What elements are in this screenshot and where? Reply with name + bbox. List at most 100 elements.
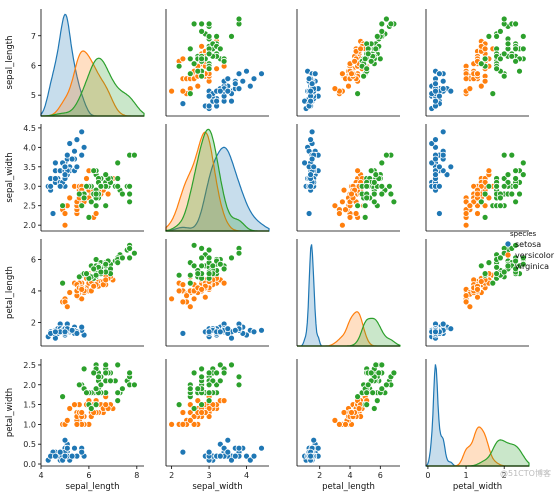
x-tick-label: 1 [464, 471, 469, 480]
point-virginica [390, 369, 398, 377]
point-versicolor [220, 279, 228, 287]
point-virginica [59, 202, 66, 210]
point-setosa [432, 155, 439, 163]
legend-label-versicolor: versicolor [515, 251, 555, 260]
x-tick-label: 6 [378, 471, 383, 480]
point-setosa [52, 452, 59, 460]
point-virginica [198, 27, 206, 35]
point-versicolor [340, 186, 348, 194]
y-tick-label: 0.5 [23, 440, 36, 449]
point-virginica [512, 20, 519, 28]
point-setosa [205, 102, 213, 110]
point-setosa [239, 77, 247, 85]
point-setosa [68, 452, 76, 460]
point-versicolor [345, 82, 352, 90]
point-setosa [435, 163, 443, 171]
point-virginica [80, 365, 88, 373]
point-virginica [114, 175, 122, 182]
point-virginica [198, 262, 206, 270]
point-versicolor [179, 87, 187, 95]
point-setosa [78, 151, 86, 159]
point-virginica [372, 45, 380, 53]
point-virginica [126, 244, 134, 252]
x-tick-label: 2 [169, 471, 174, 480]
point-versicolor [335, 420, 343, 428]
point-virginica [102, 171, 110, 179]
point-virginica [87, 198, 95, 206]
point-virginica [186, 90, 194, 97]
point-versicolor [213, 65, 221, 73]
point-setosa [435, 92, 443, 100]
point-setosa [310, 436, 318, 444]
point-setosa [179, 100, 187, 107]
point-versicolor [335, 210, 343, 217]
point-virginica [194, 67, 202, 75]
point-virginica [363, 65, 371, 73]
point-virginica [190, 60, 198, 68]
point-virginica [186, 279, 194, 287]
point-virginica [387, 20, 395, 28]
point-setosa [243, 67, 250, 75]
point-virginica [130, 151, 138, 159]
point-setosa [305, 75, 313, 83]
point-virginica [175, 401, 183, 409]
point-virginica [481, 270, 489, 278]
point-virginica [500, 15, 508, 23]
point-virginica [83, 389, 90, 397]
point-virginica [496, 254, 504, 262]
point-virginica [216, 45, 224, 53]
point-virginica [512, 241, 519, 249]
point-versicolor [104, 190, 112, 198]
point-virginica [500, 151, 508, 159]
point-virginica [59, 279, 66, 287]
point-versicolor [90, 282, 98, 290]
point-virginica [519, 260, 527, 268]
point-virginica [361, 213, 369, 221]
point-virginica [493, 65, 501, 73]
point-setosa [439, 85, 447, 92]
point-virginica [198, 401, 206, 409]
point-virginica [519, 171, 527, 179]
point-virginica [186, 55, 194, 63]
point-setosa [305, 210, 313, 217]
point-versicolor [71, 401, 78, 409]
point-setosa [307, 97, 315, 105]
y-tick-label: 2.5 [23, 202, 36, 211]
point-versicolor [175, 287, 183, 295]
point-virginica [378, 27, 386, 35]
y-tick-label: 4.5 [23, 124, 36, 133]
point-versicolor [198, 285, 206, 293]
x-tick-label: 4 [347, 471, 352, 480]
point-versicolor [186, 303, 194, 311]
legend-marker-versicolor [504, 251, 512, 259]
point-virginica [363, 401, 371, 409]
point-virginica [90, 265, 98, 273]
point-virginica [59, 393, 66, 401]
point-versicolor [331, 85, 339, 92]
point-setosa [68, 155, 76, 163]
point-virginica [504, 171, 512, 179]
point-virginica [382, 151, 390, 159]
point-virginica [367, 57, 375, 65]
point-virginica [190, 241, 198, 249]
y-tick-label: 2.0 [23, 221, 36, 230]
point-virginica [190, 405, 198, 412]
legend-label-setosa: setosa [515, 240, 541, 249]
y-tick-label: 0.0 [23, 460, 36, 469]
point-versicolor [331, 416, 339, 424]
kde-sepal_length-virginica [41, 57, 145, 117]
point-setosa [63, 444, 71, 452]
point-virginica [354, 393, 362, 401]
point-virginica [508, 151, 516, 159]
point-virginica [102, 369, 110, 377]
panel-sepal_length-vs-petal_width [425, 9, 529, 117]
point-versicolor [481, 77, 489, 85]
point-virginica [493, 182, 501, 190]
point-virginica [198, 254, 206, 262]
point-virginica [363, 194, 371, 202]
point-virginica [190, 369, 198, 377]
point-setosa [61, 163, 69, 171]
point-setosa [224, 87, 232, 95]
